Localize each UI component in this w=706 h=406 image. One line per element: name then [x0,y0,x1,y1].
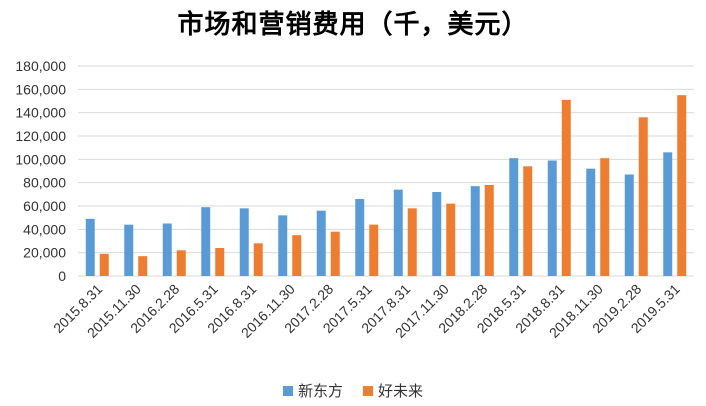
bar-series-2 [253,243,263,276]
bar-series-2 [523,166,533,276]
bars [85,95,687,277]
bar-series-1 [586,168,596,276]
bar-series-1 [509,158,519,276]
bar-series-1 [547,160,557,276]
y-tick-label: 180,000 [15,58,66,74]
bar-series-1 [201,207,211,276]
bar-series-2 [292,235,302,276]
legend-swatch-series-2 [363,385,373,396]
bar-series-1 [663,152,673,276]
bar-series-2 [484,185,494,276]
y-tick-label: 0 [58,268,66,284]
y-tick-label: 80,000 [23,175,66,191]
bar-series-1 [355,199,365,276]
bar-series-1 [316,210,326,276]
bar-series-2 [600,158,610,276]
bar-series-2 [638,117,648,276]
bar-series-2 [330,231,340,276]
bar-series-1 [432,192,442,276]
bar-series-1 [278,215,288,276]
bar-series-2 [215,248,225,276]
bar-series-2 [99,253,109,276]
bar-series-2 [561,99,571,276]
y-tick-label: 160,000 [15,81,66,97]
legend-label-series-1: 新东方 [297,382,343,400]
bar-series-1 [124,224,134,276]
legend-label-series-2: 好未来 [378,382,424,400]
bar-series-2 [407,208,417,276]
y-tick-label: 140,000 [15,105,66,121]
x-axis-labels: 2015.8.312015.11.302016.2.282016.5.31201… [50,281,683,341]
bar-series-2 [677,95,687,277]
y-tick-label: 100,000 [15,151,66,167]
bar-series-2 [176,250,186,276]
y-tick-label: 120,000 [15,128,66,144]
legend-item-series-1: 新东方 [282,380,343,401]
y-tick-label: 60,000 [23,198,66,214]
gridlines [78,65,694,277]
bar-series-2 [138,256,148,276]
bar-series-1 [162,223,172,276]
bar-series-1 [85,218,95,276]
bar-series-1 [470,186,480,276]
y-axis-labels: 0 20,000 40,000 60,000 80,000 100,000 120,000 1… [15,58,66,284]
bar-series-2 [446,203,456,276]
bar-series-1 [624,174,634,276]
legend-item-series-2: 好未来 [363,380,423,401]
y-tick-label: 40,000 [23,221,66,237]
y-tick-label: 20,000 [23,245,66,261]
chart-title: 市场和营销费用（千，美元） [177,10,529,40]
legend-swatch-series-1 [282,385,293,396]
bar-series-1 [239,208,249,276]
bar-series-1 [393,189,403,276]
bar-series-2 [369,224,379,276]
legend: 新东方 好未来 [0,380,706,401]
